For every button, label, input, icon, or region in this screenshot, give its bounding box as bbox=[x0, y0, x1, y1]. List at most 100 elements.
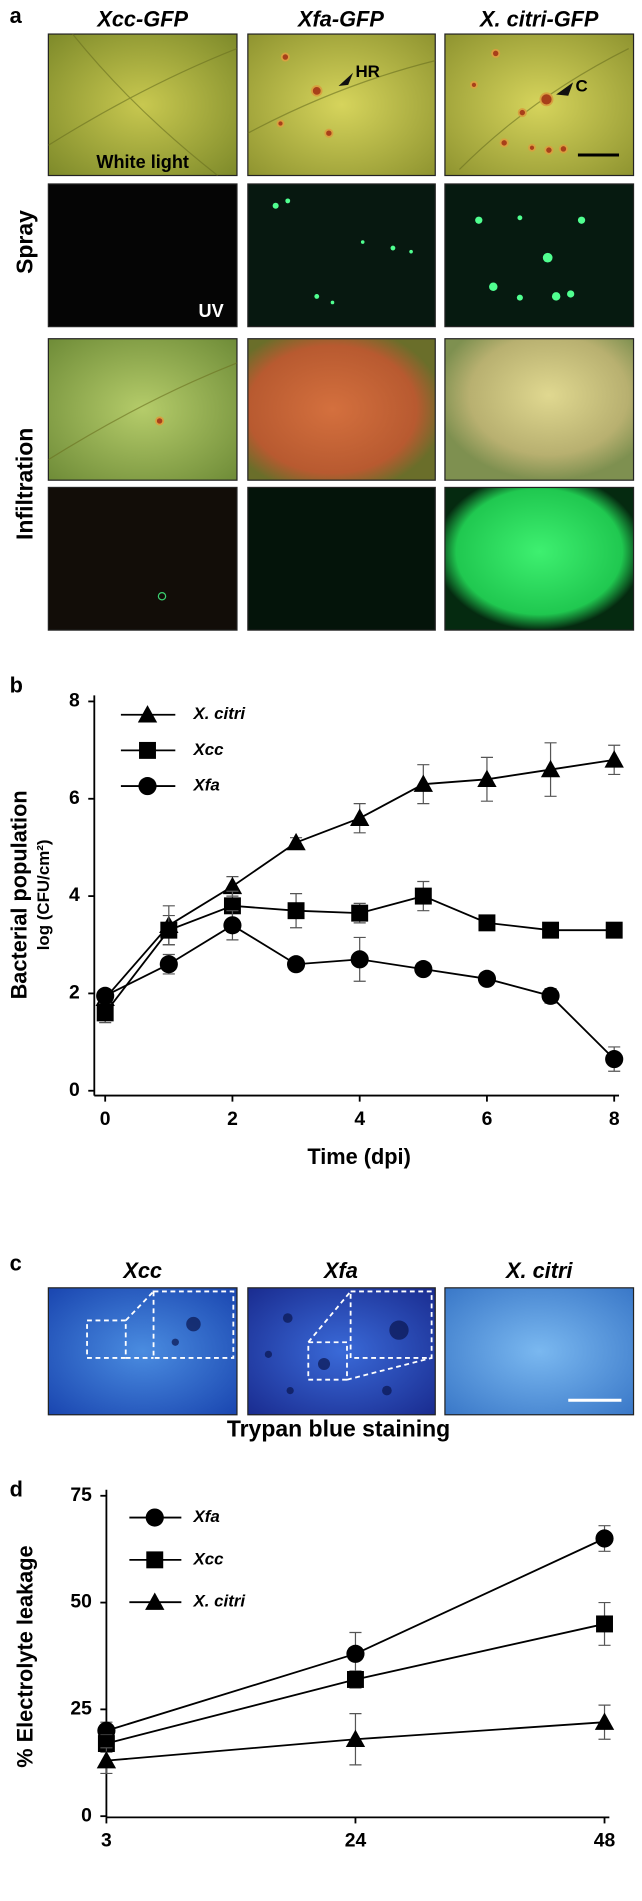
x-tick-label: 24 bbox=[345, 1830, 367, 1852]
marker bbox=[287, 902, 305, 920]
marker bbox=[160, 921, 178, 939]
marker bbox=[477, 969, 497, 988]
row-label: Spray bbox=[12, 210, 38, 274]
y-axis-title: % Electrolyte leakage bbox=[12, 1545, 37, 1767]
column-header: X. citri-GFP bbox=[479, 6, 599, 31]
x-tick-label: 6 bbox=[482, 1108, 493, 1130]
lesions bbox=[155, 48, 568, 426]
marker bbox=[595, 1529, 614, 1548]
marker bbox=[139, 741, 156, 759]
x-tick-label: 3 bbox=[101, 1830, 112, 1852]
x-axis-title: Time (hpi) bbox=[304, 1900, 408, 1901]
marker bbox=[413, 774, 433, 792]
marker bbox=[596, 1615, 613, 1633]
column-header: Xfa-GFP bbox=[297, 6, 384, 31]
marker bbox=[96, 986, 115, 1005]
photo bbox=[444, 1287, 635, 1416]
marker bbox=[605, 921, 623, 939]
marker bbox=[145, 1592, 165, 1610]
inset-outlines bbox=[86, 1290, 433, 1381]
photo bbox=[47, 33, 238, 177]
row-label: Infiltration bbox=[12, 428, 38, 540]
column-header: Xcc bbox=[122, 1258, 162, 1283]
y-axis-units: log (CFU/cm²) bbox=[34, 839, 53, 950]
y-tick-label: 25 bbox=[70, 1697, 92, 1719]
legend-label: Xfa bbox=[192, 776, 219, 795]
marker bbox=[286, 955, 306, 974]
photo bbox=[247, 1287, 436, 1416]
photo bbox=[247, 183, 436, 328]
y-tick-label: 75 bbox=[70, 1484, 92, 1506]
gfp-spots bbox=[157, 198, 586, 601]
marker bbox=[414, 887, 432, 905]
marker bbox=[145, 1508, 164, 1527]
column-header: X. citri bbox=[505, 1258, 573, 1283]
marker bbox=[138, 777, 157, 796]
marker bbox=[540, 759, 561, 778]
x-tick-label: 8 bbox=[609, 1108, 620, 1130]
marker bbox=[96, 1004, 114, 1022]
panel-label: b bbox=[10, 673, 23, 698]
marker bbox=[605, 1050, 624, 1069]
photo bbox=[247, 33, 436, 177]
legend-label: X. citri bbox=[192, 1592, 245, 1611]
legend-label: Xfa bbox=[192, 1507, 219, 1526]
photo-grid bbox=[47, 33, 635, 631]
y-tick-label: 2 bbox=[69, 982, 80, 1004]
y-axis-title: Bacterial population bbox=[6, 790, 31, 999]
photo bbox=[444, 183, 635, 328]
annotation: UV bbox=[198, 301, 223, 321]
annotation: C bbox=[576, 77, 588, 96]
marker bbox=[604, 750, 624, 768]
stain-spots bbox=[171, 1313, 409, 1396]
marker bbox=[346, 1671, 364, 1688]
marker bbox=[223, 897, 241, 915]
marker bbox=[541, 986, 560, 1005]
x-axis-title: Time (dpi) bbox=[307, 1144, 411, 1169]
photo bbox=[47, 1287, 238, 1416]
marker bbox=[594, 1712, 615, 1730]
photo bbox=[444, 486, 635, 631]
panel-label: d bbox=[10, 1477, 23, 1502]
marker bbox=[351, 904, 369, 922]
y-tick-label: 6 bbox=[69, 787, 80, 809]
marker bbox=[350, 808, 370, 826]
photo bbox=[247, 338, 436, 481]
column-header: Xfa bbox=[323, 1258, 358, 1283]
marker bbox=[414, 960, 433, 979]
photo bbox=[47, 183, 238, 328]
y-tick-label: 50 bbox=[70, 1591, 92, 1613]
x-tick-label: 2 bbox=[227, 1108, 238, 1130]
x-tick-label: 48 bbox=[594, 1830, 616, 1852]
marker bbox=[478, 914, 496, 932]
photo bbox=[444, 338, 635, 481]
y-tick-label: 4 bbox=[69, 884, 80, 906]
arrowhead bbox=[338, 72, 354, 87]
column-header: Xcc-GFP bbox=[96, 6, 188, 31]
x-tick-label: 4 bbox=[354, 1108, 365, 1130]
marker bbox=[286, 832, 306, 851]
annotation: White light bbox=[96, 152, 189, 172]
y-tick-label: 0 bbox=[81, 1804, 92, 1826]
arrowhead bbox=[556, 82, 574, 96]
panel-label: a bbox=[10, 3, 23, 28]
leaf-veins bbox=[48, 33, 629, 461]
legend-label: Xcc bbox=[192, 1549, 224, 1568]
marker bbox=[96, 1750, 117, 1769]
photo bbox=[444, 33, 635, 177]
legend-label: Xcc bbox=[192, 740, 224, 759]
photo bbox=[247, 486, 436, 631]
photo bbox=[47, 338, 238, 481]
annotation: HR bbox=[355, 62, 379, 81]
marker bbox=[223, 916, 242, 935]
marker bbox=[159, 955, 178, 974]
x-tick-label: 0 bbox=[100, 1108, 111, 1130]
caption: Trypan blue staining bbox=[227, 1416, 450, 1442]
marker bbox=[346, 1644, 365, 1663]
panel-label: c bbox=[10, 1251, 22, 1276]
marker bbox=[350, 950, 369, 969]
marker bbox=[137, 705, 158, 723]
marker bbox=[345, 1729, 366, 1748]
marker bbox=[222, 876, 243, 895]
